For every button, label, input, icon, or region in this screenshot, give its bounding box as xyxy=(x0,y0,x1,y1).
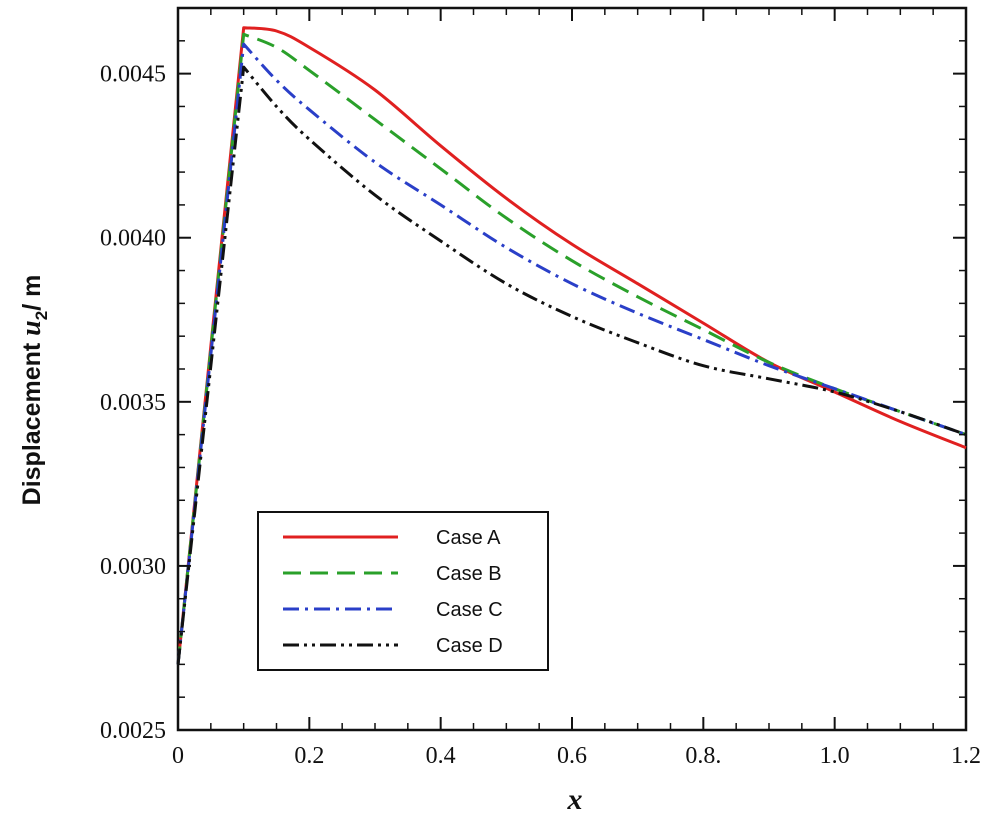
y-tick-label: 0.0025 xyxy=(100,718,166,744)
y-axis-title-symbol: u xyxy=(16,320,47,336)
y-axis-title-subscript: 2 xyxy=(32,311,51,320)
x-tick-label: 0.2 xyxy=(294,743,324,769)
legend-label: Case C xyxy=(436,599,503,621)
series-line-case-a xyxy=(176,26,967,665)
legend-label: Case A xyxy=(436,527,501,549)
y-tick-label: 0.0040 xyxy=(100,226,166,252)
legend-label: Case D xyxy=(436,635,503,657)
y-tick-label: 0.0035 xyxy=(100,390,166,416)
y-axis-title-suffix: / m xyxy=(18,275,46,311)
x-axis-title: x xyxy=(567,783,583,815)
y-axis-title-prefix: Displacement xyxy=(18,336,46,506)
x-tick-label: 1.0 xyxy=(820,743,850,769)
legend-label: Case B xyxy=(436,563,502,585)
x-tick-label: 0.6 xyxy=(557,743,587,769)
y-axis-title: Displacement u2/ m xyxy=(16,275,51,506)
x-tick-label: 0 xyxy=(172,743,184,769)
series-line-case-c xyxy=(176,42,967,665)
legend: Case A Case B Case C Case D xyxy=(257,511,549,671)
y-tick-label: 0.0030 xyxy=(100,554,166,580)
x-tick-label: 1.2 xyxy=(951,743,981,769)
x-tick-label: 0.8. xyxy=(685,743,721,769)
x-tick-label: 0.4 xyxy=(426,743,456,769)
x-axis: 0 0.2 0.4 0.6 0.8. 1.0 1.2 xyxy=(172,8,981,769)
y-axis: 0.0025 0.0030 0.0035 0.0040 0.0045 xyxy=(100,40,966,744)
y-tick-label: 0.0045 xyxy=(100,62,166,88)
